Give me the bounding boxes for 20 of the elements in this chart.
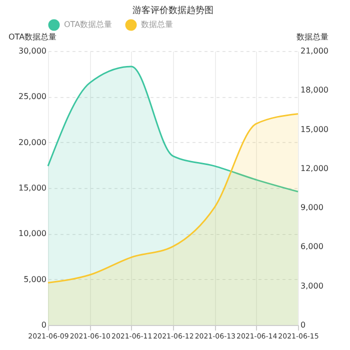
legend-label: OTA数据总量 bbox=[64, 20, 112, 29]
y2-tick-label: 6,000 bbox=[300, 242, 324, 252]
y2-tick-label: 3,000 bbox=[300, 281, 324, 290]
y2-tick-label: 15,000 bbox=[300, 124, 328, 134]
legend-label: 数据总量 bbox=[141, 20, 173, 29]
y-tick-label: 25,000 bbox=[18, 92, 46, 102]
chart-title: 游客评价数据趋势图 bbox=[132, 5, 214, 16]
y2-axis-title: 数据总量 bbox=[296, 32, 328, 42]
y-tick-label: 0 bbox=[41, 320, 46, 330]
y-tick-label: 15,000 bbox=[18, 184, 46, 192]
y-tick-label: 30,000 bbox=[18, 46, 46, 56]
y-axis-title: OTA数据总量 bbox=[8, 32, 57, 42]
y2-tick-label: 0 bbox=[300, 320, 306, 330]
y2-tick-label: 9,000 bbox=[300, 203, 324, 212]
y2-tick-label: 12,000 bbox=[300, 164, 328, 173]
y2-tick-label: 21,000 bbox=[300, 46, 328, 56]
y2-tick-label: 18,000 bbox=[300, 86, 328, 95]
y-tick-label: 20,000 bbox=[18, 138, 46, 147]
y-tick-label: 5,000 bbox=[24, 274, 46, 284]
y-tick-label: 10,000 bbox=[18, 229, 46, 238]
